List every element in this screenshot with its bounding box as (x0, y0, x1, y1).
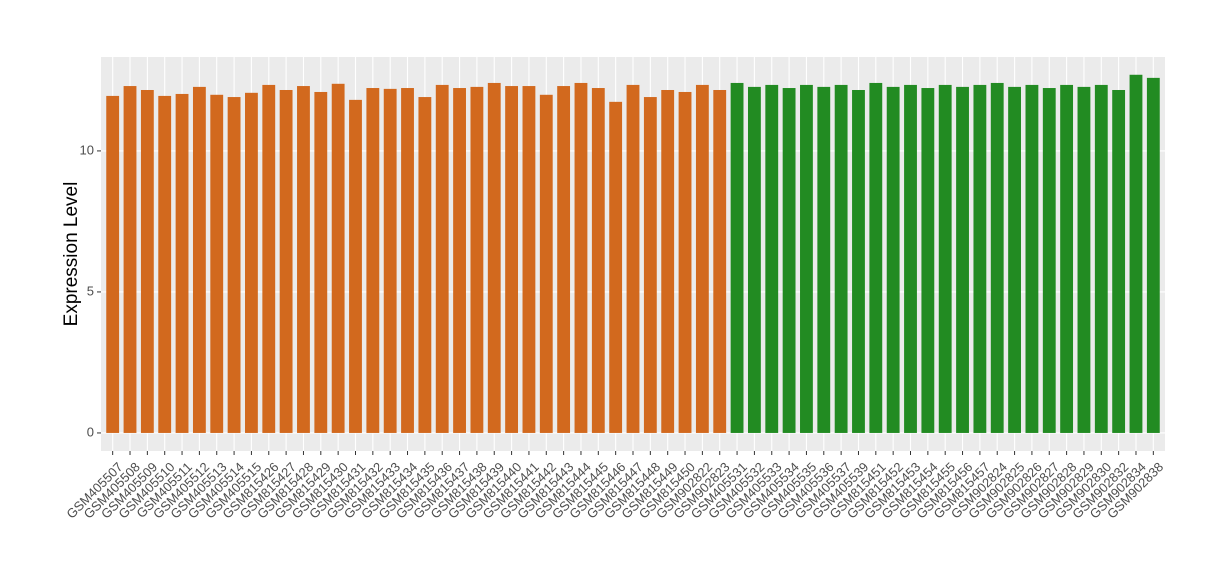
bar (817, 86, 831, 433)
bar (1060, 84, 1074, 433)
bar (956, 86, 969, 433)
bar (1112, 89, 1126, 433)
bar (782, 88, 796, 433)
bar (609, 101, 623, 433)
bar (210, 94, 224, 433)
bar (297, 86, 310, 433)
bar (695, 84, 709, 433)
bar (1129, 74, 1143, 433)
bar (314, 91, 328, 433)
bar (123, 86, 137, 433)
bar (453, 88, 466, 433)
bar (435, 84, 449, 433)
bar (904, 84, 917, 433)
bar (765, 84, 779, 433)
bar (349, 99, 362, 433)
bar (886, 86, 900, 433)
bar (730, 82, 744, 433)
bar (990, 82, 1004, 433)
bar (1008, 86, 1021, 433)
bar (747, 86, 761, 433)
bar (192, 86, 206, 433)
bar (245, 92, 258, 433)
bar (418, 97, 432, 433)
bar (383, 88, 397, 433)
bar (175, 93, 189, 433)
bar (158, 95, 172, 433)
bar (331, 83, 345, 433)
bar (869, 82, 883, 433)
y-tick-label: 5 (87, 283, 94, 298)
bar (106, 95, 120, 433)
bar (557, 86, 571, 433)
bar (279, 89, 293, 433)
bar (713, 89, 727, 433)
bar (1042, 88, 1056, 433)
bar (470, 86, 484, 433)
bar (366, 88, 380, 433)
bar (1025, 84, 1039, 433)
bar (401, 88, 414, 433)
bar (973, 84, 987, 433)
bar (1146, 77, 1160, 433)
bar (522, 86, 536, 433)
y-tick-label: 0 (87, 424, 94, 439)
bar (574, 82, 588, 433)
bar (1094, 84, 1108, 433)
bar (938, 84, 952, 433)
bar (1077, 86, 1091, 433)
bar (678, 91, 692, 433)
y-axis-title: Expression Level (61, 182, 82, 327)
bar (626, 84, 640, 433)
y-tick-label: 10 (80, 142, 94, 157)
bar (921, 88, 935, 433)
bar (487, 82, 501, 433)
bar (852, 89, 865, 433)
bar (505, 86, 519, 433)
bar (800, 84, 813, 433)
bar (227, 97, 241, 433)
bar (643, 97, 657, 433)
bar (591, 88, 605, 433)
bar (539, 94, 553, 433)
bar (140, 89, 154, 433)
bar (834, 84, 848, 433)
bar (661, 89, 675, 433)
bar (262, 84, 276, 433)
